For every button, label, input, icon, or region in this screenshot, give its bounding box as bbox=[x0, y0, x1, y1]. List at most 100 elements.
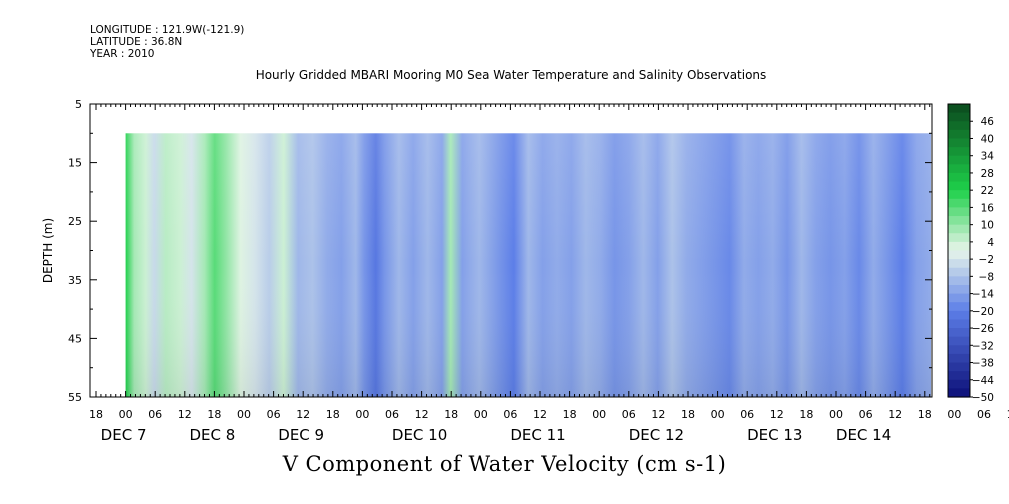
colorbar-band bbox=[948, 104, 970, 114]
metadata-block: LONGITUDE : 121.9W(-121.9) LATITUDE : 36… bbox=[90, 24, 244, 60]
latitude-label: LATITUDE : 36.8N bbox=[90, 36, 183, 48]
colorbar-band bbox=[948, 284, 970, 295]
x-tick-label: 06 bbox=[859, 408, 873, 421]
y-tick-label: 25 bbox=[68, 215, 82, 228]
x-tick-label: 18 bbox=[444, 408, 458, 421]
colorbar-band bbox=[948, 121, 970, 131]
x-tick-label: 06 bbox=[740, 408, 754, 421]
colorbar-band bbox=[948, 216, 970, 226]
colorbar-band bbox=[948, 172, 970, 183]
x-day-label: DEC 9 bbox=[278, 426, 324, 444]
colorbar-band bbox=[948, 164, 970, 174]
colorbar-label: −2 bbox=[979, 254, 994, 266]
x-day-label: DEC 12 bbox=[629, 426, 684, 444]
colorbar-label: −50 bbox=[972, 392, 994, 404]
colorbar-band bbox=[948, 293, 970, 303]
x-tick-label: 00 bbox=[119, 408, 133, 421]
x-tick-label: 06 bbox=[622, 408, 636, 421]
x-tick-label: 18 bbox=[207, 408, 221, 421]
x-tick-label: 00 bbox=[947, 408, 961, 421]
plot-title: Hourly Gridded MBARI Mooring M0 Sea Wate… bbox=[255, 68, 767, 82]
x-tick-label: 00 bbox=[592, 408, 606, 421]
x-tick-label: 18 bbox=[918, 408, 932, 421]
y-tick-label: 35 bbox=[68, 274, 82, 287]
longitude-label: LONGITUDE : 121.9W(-121.9) bbox=[90, 24, 245, 36]
colorbar-label: 46 bbox=[981, 116, 995, 128]
colorbar-label: −26 bbox=[972, 323, 994, 335]
x-tick-label: 12 bbox=[178, 408, 192, 421]
x-tick-label: 12 bbox=[533, 408, 547, 421]
y-axis: 5 15 25 35 45 55 DEPTH (m) bbox=[41, 98, 932, 404]
x-tick-label: 12 bbox=[770, 408, 784, 421]
colorbar-band bbox=[948, 319, 970, 329]
year-label: YEAR : 2010 bbox=[90, 48, 155, 60]
colorbar-band bbox=[948, 336, 970, 346]
colorbar-band bbox=[948, 147, 970, 157]
colorbar-band bbox=[948, 129, 970, 140]
colorbar-band bbox=[948, 224, 970, 234]
x-tick-label: 06 bbox=[148, 408, 162, 421]
x-tick-label: 12 bbox=[888, 408, 902, 421]
colorbar-band bbox=[948, 112, 970, 122]
colorbar-label: −38 bbox=[972, 358, 994, 370]
y-tick-label: 45 bbox=[68, 332, 82, 345]
colorbar-band bbox=[948, 267, 970, 277]
colorbar-label: 22 bbox=[981, 185, 994, 197]
plot-area bbox=[89, 103, 933, 398]
x-day-label: DEC 8 bbox=[189, 426, 235, 444]
x-tick-label: 00 bbox=[711, 408, 725, 421]
x-tick-label: 12 bbox=[296, 408, 310, 421]
colorbar-label: 10 bbox=[981, 220, 994, 232]
colorbar-band bbox=[948, 362, 970, 372]
chart-title: V Component of Water Velocity (cm s-1) bbox=[282, 452, 727, 476]
colorbar-label: −14 bbox=[972, 289, 994, 301]
colorbar-band bbox=[948, 207, 970, 217]
colorbar-band bbox=[948, 259, 970, 269]
x-tick-label: 18 bbox=[563, 408, 577, 421]
y-tick-label: 5 bbox=[75, 98, 82, 111]
y-tick-label: 15 bbox=[68, 157, 82, 170]
colorbar-band bbox=[948, 328, 970, 338]
colorbar-band bbox=[948, 388, 970, 398]
colorbar-label: 16 bbox=[981, 202, 995, 214]
colorbar-label: 40 bbox=[981, 133, 994, 145]
heatmap-depth-shade bbox=[125, 133, 932, 398]
colorbar-band bbox=[948, 276, 970, 286]
colorbar-band bbox=[948, 310, 970, 321]
x-tick-label: 06 bbox=[385, 408, 399, 421]
x-day-label: DEC 13 bbox=[747, 426, 802, 444]
colorbar-frame bbox=[947, 103, 971, 398]
colorbar-label: 28 bbox=[981, 168, 994, 180]
colorbar-band bbox=[948, 181, 970, 191]
colorbar-band bbox=[948, 353, 970, 364]
colorbar-label: −8 bbox=[979, 271, 994, 283]
colorbar-label: −32 bbox=[972, 340, 994, 352]
x-tick-label: 06 bbox=[267, 408, 281, 421]
colorbar-band bbox=[948, 379, 970, 389]
x-tick-label: 06 bbox=[977, 408, 991, 421]
x-tick-label: 06 bbox=[503, 408, 517, 421]
y-tick-label: 55 bbox=[68, 391, 82, 404]
x-tick-label: 00 bbox=[829, 408, 843, 421]
x-tick-label: 00 bbox=[355, 408, 369, 421]
x-tick-label: 18 bbox=[89, 408, 103, 421]
colorbar-label: −44 bbox=[972, 375, 994, 387]
x-tick-label: 12 bbox=[651, 408, 665, 421]
x-tick-label: 12 bbox=[415, 408, 429, 421]
x-day-label: DEC 7 bbox=[101, 426, 147, 444]
colorbar-band bbox=[948, 138, 970, 148]
colorbar-band bbox=[948, 155, 970, 165]
x-tick-label: 00 bbox=[474, 408, 488, 421]
colorbar-band bbox=[948, 250, 970, 260]
colorbar-band bbox=[948, 302, 970, 312]
colorbar-band bbox=[948, 241, 970, 252]
colorbar: 46 40 34 28 22 16 10 4 −2 −8 −14 −20 −26 −32 −38 −44 −50 bbox=[947, 103, 995, 404]
x-tick-label: 12 bbox=[1007, 408, 1009, 421]
x-tick-label: 00 bbox=[237, 408, 251, 421]
colorbar-band bbox=[948, 198, 970, 209]
colorbar-label: 4 bbox=[987, 237, 994, 249]
x-axis: 18 00 06 12 18 00 06 12 18 00 06 12 18 00 06 12 18 00 06 12… bbox=[89, 104, 1009, 444]
x-day-label: DEC 11 bbox=[510, 426, 565, 444]
colorbar-label: −20 bbox=[972, 306, 994, 318]
